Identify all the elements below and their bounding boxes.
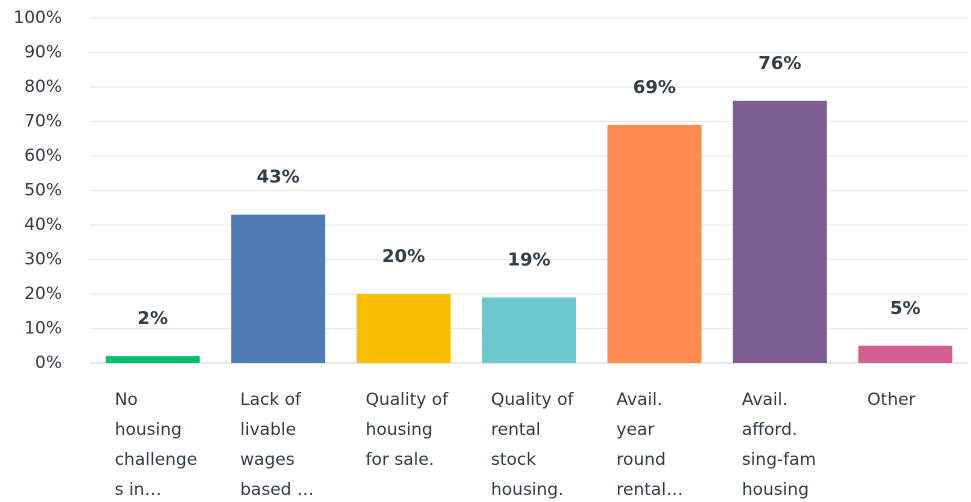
value-label: 20% bbox=[382, 246, 425, 267]
x-tick-label: Other bbox=[867, 390, 916, 410]
y-tick-label: 30% bbox=[24, 250, 62, 270]
value-label: 43% bbox=[257, 167, 300, 188]
y-tick-label: 80% bbox=[24, 77, 62, 97]
y-tick-label: 100% bbox=[13, 8, 62, 28]
bar bbox=[356, 294, 451, 363]
y-tick-label: 50% bbox=[24, 181, 62, 201]
bar bbox=[732, 100, 827, 364]
y-tick-label: 70% bbox=[24, 112, 62, 132]
bar bbox=[858, 345, 953, 363]
x-tick-label: Avail. afford. sing-fam housing bbox=[741, 390, 817, 500]
value-label: 5% bbox=[890, 298, 921, 319]
value-label: 69% bbox=[633, 77, 676, 98]
y-tick-label: 20% bbox=[24, 284, 62, 304]
y-tick-label: 90% bbox=[24, 43, 62, 63]
x-tick-label: Lack of livable wages based … bbox=[240, 390, 314, 500]
bar bbox=[105, 356, 200, 363]
value-label: 76% bbox=[758, 53, 801, 74]
bar bbox=[231, 214, 326, 363]
x-tick-label: Quality of rental stock housing. bbox=[491, 390, 574, 500]
y-tick-label: 60% bbox=[24, 146, 62, 166]
x-tick-label: Avail. year round rental… bbox=[616, 390, 684, 500]
y-tick-label: 40% bbox=[24, 215, 62, 235]
bar bbox=[607, 124, 702, 363]
x-tick-label: Quality of housing for sale. bbox=[365, 390, 449, 470]
y-tick-label: 0% bbox=[35, 353, 62, 373]
y-tick-label: 10% bbox=[24, 319, 62, 339]
x-tick-label: No housing challenges in… bbox=[114, 390, 198, 500]
bar bbox=[482, 297, 576, 363]
value-label: 19% bbox=[507, 249, 550, 270]
value-label: 2% bbox=[137, 308, 168, 329]
